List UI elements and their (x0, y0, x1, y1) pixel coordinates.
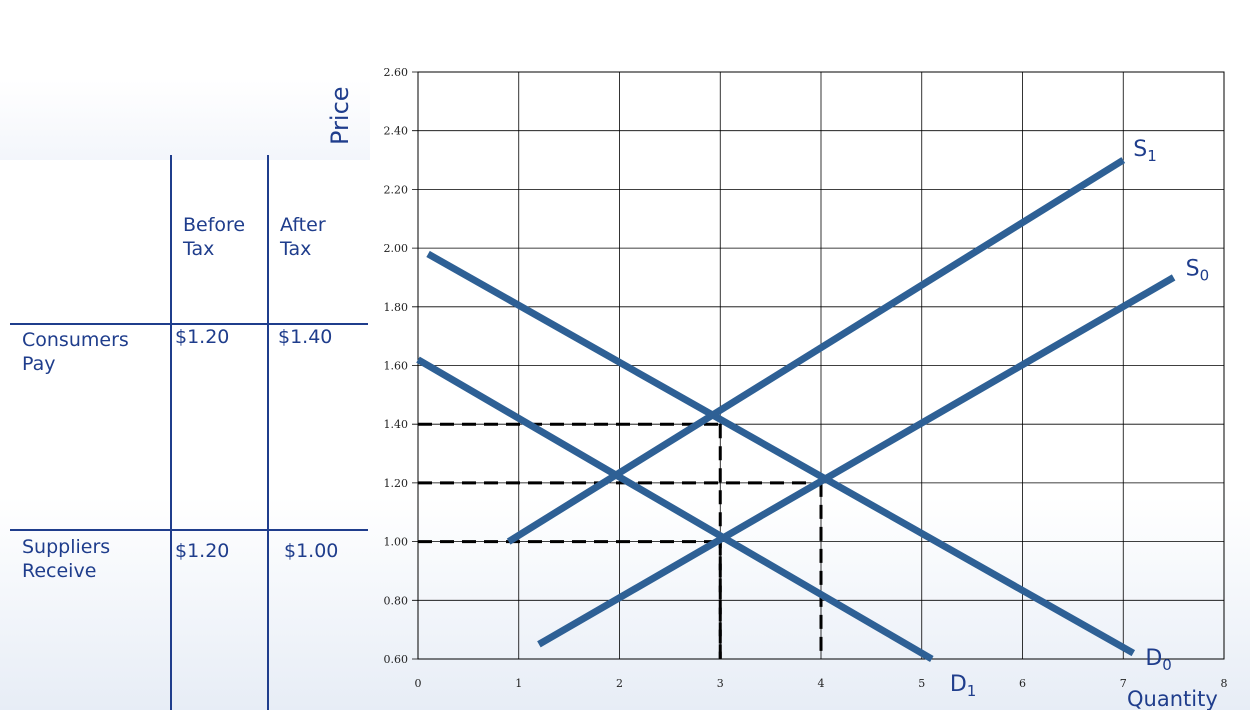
x-tick-label: 6 (1019, 677, 1026, 690)
suppliers-after-value: $1.00 (284, 540, 339, 562)
curve-D0 (426, 250, 1136, 657)
ticks: 0.60 0.80 1.00 1.20 1.40 1.60 1.80 2.00 2.20 2.40… (384, 66, 1228, 690)
consumers-before-value: $1.20 (175, 326, 230, 348)
curve-D1 (416, 356, 934, 663)
header-before-tax: Before Tax (183, 213, 245, 261)
curve-label-subscript: 0 (1200, 266, 1210, 284)
y-tick-label: 0.60 (384, 653, 409, 666)
x-axis-label: Quantity (1127, 687, 1218, 710)
curve-label-S0: S0 (1186, 256, 1210, 284)
row-label-suppliers: Suppliers Receive (22, 535, 110, 583)
x-tick-label: 5 (918, 677, 925, 690)
y-tick-label: 1.60 (384, 360, 409, 373)
table-row-divider-2 (10, 529, 368, 531)
row-label-consumers: Consumers Pay (22, 328, 129, 376)
table-divider-2 (267, 155, 269, 710)
x-tick-label: 8 (1221, 677, 1228, 690)
x-tick-label: 0 (415, 677, 422, 690)
y-tick-label: 1.40 (384, 418, 409, 431)
y-tick-label: 2.60 (384, 66, 409, 79)
consumers-after-value: $1.40 (278, 326, 333, 348)
header-after-line2: Tax (280, 238, 312, 260)
table-divider-1 (170, 155, 172, 710)
y-tick-label: 0.80 (384, 594, 409, 607)
y-tick-label: 2.20 (384, 183, 409, 196)
header-after-line1: After (280, 214, 326, 236)
background-fade (0, 80, 370, 160)
curve-label-letter: D (950, 672, 967, 697)
row-consumers-line1: Consumers (22, 329, 129, 351)
y-tick-label: 2.40 (384, 125, 409, 138)
row-suppliers-line2: Receive (22, 560, 97, 582)
y-tick-label: 1.00 (384, 536, 409, 549)
header-before-line2: Tax (183, 238, 215, 260)
curve-label-S1: S1 (1133, 137, 1157, 165)
curve-label-D1: D1 (950, 672, 977, 700)
header-before-line1: Before (183, 214, 246, 236)
table-row-divider-1 (10, 323, 368, 325)
curve-label-letter: S (1133, 137, 1147, 162)
curve-S0 (537, 274, 1176, 648)
x-tick-label: 2 (616, 677, 623, 690)
curve-label-subscript: 0 (1162, 656, 1172, 674)
header-after-tax: After Tax (280, 213, 326, 261)
curves (416, 157, 1176, 663)
tax-incidence-table: Before Tax After Tax Consumers Pay $1.20… (0, 0, 370, 710)
curve-label-subscript: 1 (967, 682, 977, 700)
y-tick-label: 1.80 (384, 301, 409, 314)
x-tick-label: 1 (515, 677, 522, 690)
y-tick-label: 2.00 (384, 242, 409, 255)
row-consumers-line2: Pay (22, 353, 56, 375)
x-tick-label: 3 (717, 677, 724, 690)
x-tick-label: 7 (1120, 677, 1127, 690)
grid (412, 71, 1225, 660)
curve-label-letter: S (1186, 256, 1200, 281)
x-tick-label: 4 (818, 677, 825, 690)
curve-label-D0: D0 (1145, 646, 1172, 674)
curve-label-letter: D (1145, 646, 1162, 671)
row-suppliers-line1: Suppliers (22, 536, 111, 558)
suppliers-before-value: $1.20 (175, 540, 230, 562)
y-tick-label: 1.20 (384, 477, 409, 490)
curve-label-subscript: 1 (1147, 147, 1157, 165)
curve-S1 (506, 157, 1126, 545)
